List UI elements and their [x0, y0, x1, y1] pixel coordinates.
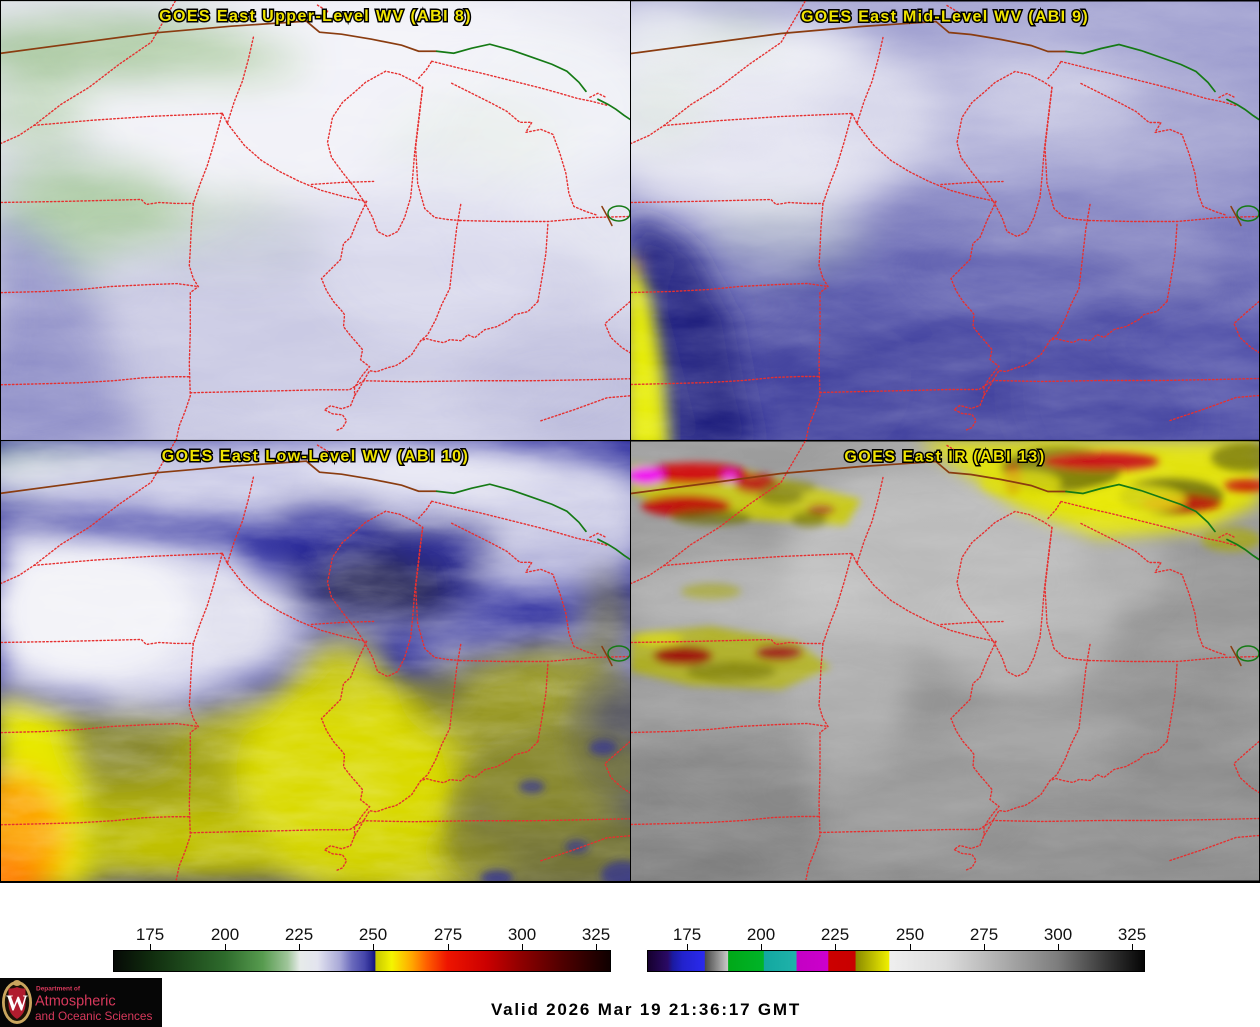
svg-text:GOES East Mid-Level WV (ABI 9): GOES East Mid-Level WV (ABI 9)	[801, 9, 1089, 26]
svg-text:GOES East Upper-Level WV (ABI: GOES East Upper-Level WV (ABI 8)	[159, 7, 472, 25]
svg-text:Department of: Department of	[36, 986, 81, 993]
svg-text:Atmospheric: Atmospheric	[35, 994, 116, 1010]
svg-text:GOES East Low-Level WV (ABI 10: GOES East Low-Level WV (ABI 10)	[162, 447, 470, 465]
svg-text:GOES East IR (ABI 13): GOES East IR (ABI 13)	[844, 449, 1045, 466]
svg-text:and Oceanic Sciences: and Oceanic Sciences	[35, 1009, 152, 1023]
svg-text:W: W	[6, 990, 28, 1015]
